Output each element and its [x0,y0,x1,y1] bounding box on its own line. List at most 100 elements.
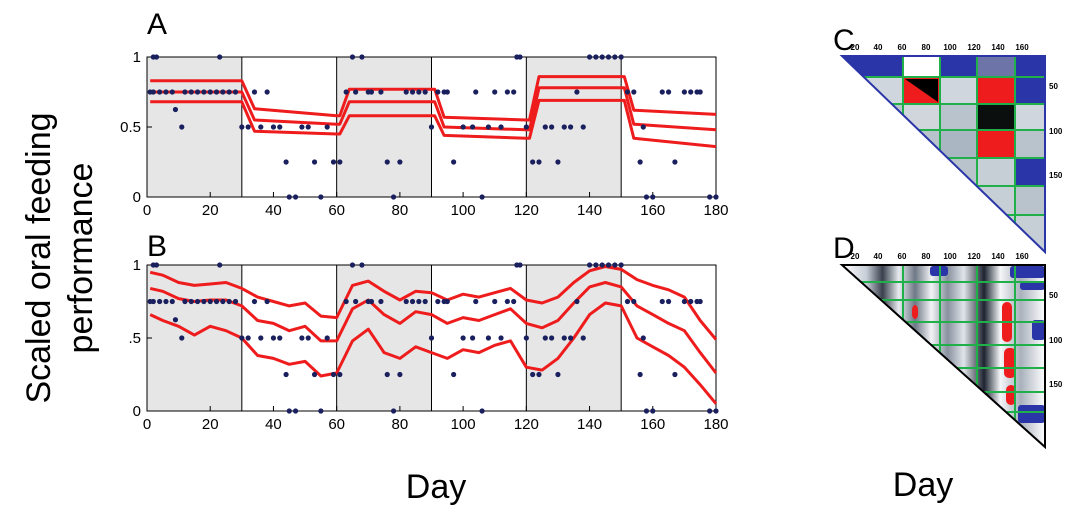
panel-b-data-point [324,335,330,341]
panel-b-data-point [549,335,555,341]
panel-d-blue-patch [1010,266,1045,278]
panel-label-b: B [147,230,167,263]
panel-c-heatmap: 20 40 60 80 100 120 140 160 50 100 150 [839,43,1063,255]
panel-a-x-tick-label: 0 [143,202,151,219]
panel-a-data-point [217,54,223,60]
panel-b-x-tick-label: 20 [202,416,219,433]
panel-a-data-point [286,194,292,200]
x-axis-label-left: Day [406,468,466,506]
panel-b-data-point [697,298,703,305]
panel-b-data-point [207,298,213,305]
panel-b-data-point [479,408,485,414]
panel-a-data-point [368,89,375,95]
panel-b-data-point [618,262,624,268]
panel-b-data-point [713,408,719,414]
panel-a-data-point [593,54,599,60]
panel-b-shaded-interval-0 [146,264,243,412]
panel-c-cell [842,103,904,131]
panel-a-curve-1 [150,86,717,132]
panel-b-data-point [226,298,232,305]
panel-c-right-tick-label: 50 [1049,82,1058,91]
panel-a-y-tick-label: 0 [133,189,141,206]
panel-d-top-tick-label: 140 [991,252,1005,261]
panel-b-data-point [631,298,637,305]
panel-b-data-point [384,371,390,378]
panel-c-top-tick-label: 120 [967,43,981,52]
panel-b-data-point [567,335,574,341]
panel-a-data-point [324,124,330,130]
panel-a-data-point [574,89,580,95]
panel-b-data-point [473,298,479,305]
panel-a-curve-2 [150,98,717,149]
panel-b-plot: 0 20 40 60 80 100 120 140 160 180 0 .5 1 [128,257,728,433]
panel-a-x-tick-label: 120 [514,202,539,219]
panel-b-data-point [258,335,264,341]
panel-b-data-point [555,371,561,378]
panel-a-data-point [349,54,356,60]
panel-a-data-point [232,89,239,95]
panel-d-top-tick-label: 80 [922,252,931,261]
panel-c-cell [1014,185,1045,216]
panel-a-data-point [697,89,703,95]
panel-d-top-tick-label: 160 [1015,252,1029,261]
panel-c-cell [939,103,978,131]
panel-a-x-tick-label: 40 [265,202,282,219]
panel-b-data-point [640,335,646,341]
panel-c-cell [976,157,1016,187]
panel-a-data-point [555,159,561,165]
panel-b-data-point [561,335,567,341]
panel-b-data-point [220,298,226,305]
panel-b-data-point [299,335,305,341]
panel-b-data-point [511,298,517,305]
panel-a-data-point [688,89,694,95]
panel-b-data-point [416,298,422,305]
panel-a-data-point [422,89,428,95]
panel-b-data-point [688,298,694,305]
panel-a-data-point [194,89,201,95]
panel-d-red-patch [1006,385,1016,405]
panel-d-top-tick-label: 20 [851,252,860,261]
panel-a-data-point [305,124,311,130]
panel-a-data-point [378,89,384,95]
panel-b-x-tick-label: 120 [514,416,539,433]
x-axis-label-right: Day [893,466,953,504]
panel-c-cell [939,214,978,252]
panel-a-data-point [435,89,441,95]
panel-b-x-tick-label: 180 [703,416,728,433]
panel-c-cell [1014,103,1045,131]
panel-b-data-point [586,262,593,268]
panel-c-cell [976,103,1016,131]
panel-a-data-point [659,89,665,95]
panel-a-data-point [530,159,536,165]
panel-b-data-point [599,262,605,268]
panel-a-data-point [390,194,397,200]
y-axis-label-line1: Scaled oral feeding [20,112,58,403]
panel-a-data-point [330,159,337,165]
panel-b-data-point [194,298,201,305]
panel-c-cell [902,185,941,216]
panel-b-data-point [707,408,713,414]
panel-a-data-point [403,89,409,95]
panel-c-cell [976,56,1016,78]
panel-b-data-point [542,335,548,341]
panel-b-x-tick-label: 140 [577,416,602,433]
panel-d-triangle-border [839,264,1046,450]
panel-a-data-point [153,54,160,60]
panel-a-data-point [631,89,637,95]
panel-d-right-tick-label: 100 [1049,336,1063,345]
panel-a-data-point [612,54,618,60]
panel-a-x-tick-label: 20 [202,202,219,219]
panel-d-right-tick-label: 150 [1049,380,1063,389]
panel-d-right-tick-label: 50 [1049,291,1058,300]
panel-a-data-point [665,89,672,95]
panel-b-data-point [672,371,678,378]
panel-a-data-point [580,124,586,130]
panel-c-right-tick-label: 100 [1049,127,1063,136]
panel-c-black-wedge [905,79,938,102]
panel-a-data-point [599,54,605,60]
panel-c-cell [842,56,904,78]
panel-a-data-point [561,124,567,130]
panel-c-triangle-border [839,55,1046,255]
panel-b-data-point [469,335,476,341]
